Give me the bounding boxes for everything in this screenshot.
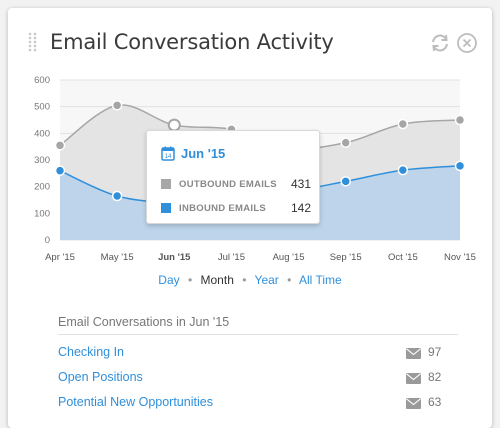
range-day[interactable]: Day bbox=[158, 273, 180, 287]
outbound-point bbox=[340, 137, 351, 148]
envelope-icon bbox=[406, 348, 421, 359]
outbound-point bbox=[111, 100, 123, 111]
range-month[interactable]: Month bbox=[200, 273, 234, 287]
conversation-label[interactable]: Open Positions bbox=[58, 370, 143, 384]
envelope-icon bbox=[406, 373, 421, 384]
tooltip-value: 431 bbox=[290, 177, 311, 191]
inbound-point bbox=[340, 176, 351, 187]
close-circle-icon[interactable] bbox=[456, 32, 478, 54]
tooltip-header: 14 Jun '15 bbox=[161, 143, 225, 163]
inbound-point bbox=[54, 165, 66, 176]
conversation-item[interactable]: Checking In 97 bbox=[58, 343, 458, 363]
drag-handle-icon[interactable] bbox=[28, 32, 38, 54]
envelope-icon bbox=[406, 398, 421, 409]
y-tick-label: 300 bbox=[34, 155, 50, 166]
outbound-point bbox=[167, 118, 181, 132]
svg-text:14: 14 bbox=[165, 154, 172, 160]
conversations-heading: Email Conversations in Jun '15 bbox=[58, 315, 230, 329]
outbound-point bbox=[54, 140, 66, 151]
tooltip-label: INBOUND EMAILS bbox=[179, 202, 267, 214]
x-tick-label: Oct '15 bbox=[388, 252, 418, 263]
outbound-point bbox=[454, 114, 466, 126]
tooltip-row-outbound: OUTBOUND EMAILS 431 bbox=[161, 175, 311, 193]
conversation-label[interactable]: Checking In bbox=[58, 345, 125, 359]
refresh-icon[interactable] bbox=[429, 32, 451, 54]
y-tick-label: 0 bbox=[45, 235, 50, 246]
y-tick-label: 400 bbox=[34, 128, 50, 139]
range-year[interactable]: Year bbox=[254, 273, 279, 287]
range-all-time[interactable]: All Time bbox=[299, 273, 342, 287]
inbound-point bbox=[454, 160, 466, 172]
range-separator: • bbox=[187, 273, 193, 287]
time-range-selector: Day • Month • Year • All Time bbox=[8, 273, 492, 287]
widget-title: Email Conversation Activity bbox=[50, 30, 334, 54]
inbound-point bbox=[397, 164, 409, 176]
chart-tooltip: 14 Jun '15 OUTBOUND EMAILS 431 INBOUND E… bbox=[146, 130, 320, 224]
range-separator: • bbox=[287, 273, 292, 287]
tooltip-value: 142 bbox=[290, 201, 311, 215]
x-tick-label: Jun '15 bbox=[158, 252, 191, 263]
conversation-item[interactable]: Potential New Opportunities 63 bbox=[58, 393, 458, 413]
conversation-count: 63 bbox=[428, 395, 442, 409]
conversation-item[interactable]: Open Positions 82 bbox=[58, 368, 458, 388]
outbound-point bbox=[397, 118, 409, 130]
y-tick-label: 600 bbox=[34, 75, 50, 86]
y-tick-label: 200 bbox=[34, 182, 50, 193]
conversation-label[interactable]: Potential New Opportunities bbox=[58, 395, 213, 409]
y-tick-label: 100 bbox=[34, 208, 50, 219]
x-tick-label: Aug '15 bbox=[273, 252, 305, 263]
inbound-legend-swatch bbox=[161, 203, 171, 213]
tooltip-row-inbound: INBOUND EMAILS 142 bbox=[161, 199, 311, 217]
x-tick-label: Apr '15 bbox=[45, 252, 75, 263]
x-tick-label: Sep '15 bbox=[330, 252, 362, 263]
inbound-point bbox=[111, 190, 123, 202]
conversation-count: 82 bbox=[428, 370, 442, 384]
calendar-icon: 14 bbox=[161, 146, 175, 161]
x-tick-label: Nov '15 bbox=[444, 252, 476, 263]
tooltip-label: OUTBOUND EMAILS bbox=[179, 178, 277, 190]
outbound-legend-swatch bbox=[161, 179, 171, 189]
x-tick-label: Jul '15 bbox=[218, 252, 245, 263]
range-separator: • bbox=[242, 273, 247, 287]
section-divider bbox=[58, 334, 458, 335]
conversation-count: 97 bbox=[428, 345, 442, 359]
email-activity-widget: Email Conversation Activity 0 100 200 300 40… bbox=[8, 8, 492, 428]
y-tick-label: 500 bbox=[34, 102, 50, 113]
x-tick-label: May '15 bbox=[101, 252, 134, 263]
tooltip-date: Jun '15 bbox=[181, 145, 226, 161]
